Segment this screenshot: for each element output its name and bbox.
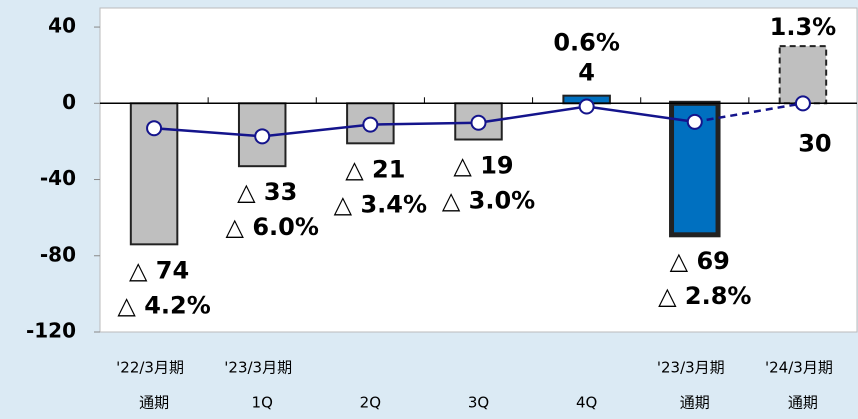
y-tick-label: 0: [62, 90, 76, 114]
line-value-label: △ 4.2%: [117, 291, 210, 319]
x-tick-label: 4Q: [576, 394, 597, 412]
line: [153, 105, 695, 138]
bar-value-label: △ 19: [453, 152, 513, 180]
line-value-label: 1.3%: [770, 13, 837, 41]
bar-value-label: 30: [798, 129, 831, 157]
line-value-label: 0.6%: [553, 29, 620, 57]
x-tick-label: 通期: [680, 394, 710, 412]
bar-value-label: △ 21: [345, 155, 405, 183]
bar: [778, 45, 828, 105]
x-tick-label: 2Q: [360, 394, 381, 412]
x-group-label: '22/3月期: [116, 359, 184, 377]
line-marker: [470, 114, 487, 131]
line-marker: [254, 128, 271, 145]
x-tick-label: 通期: [139, 394, 169, 412]
line-value-label: △ 6.0%: [226, 213, 319, 241]
y-tick-label: -40: [40, 166, 76, 190]
bar-value-label: 4: [578, 59, 595, 87]
line-marker: [146, 120, 163, 137]
x-group-label: '24/3月期: [765, 359, 833, 377]
y-tick-label: -120: [26, 319, 76, 343]
bar-value-label: △ 33: [237, 178, 297, 206]
y-tick-label: -80: [40, 242, 76, 266]
line-marker: [686, 113, 703, 130]
x-tick-label: 1Q: [252, 394, 273, 412]
line-marker: [794, 95, 811, 112]
line: [694, 102, 804, 124]
x-tick-label: 通期: [788, 394, 818, 412]
line-value-label: △ 3.4%: [334, 190, 427, 218]
line-value-label: △ 3.0%: [442, 187, 535, 215]
bar-value-label: △ 69: [670, 247, 730, 275]
x-tick-label: 3Q: [468, 394, 489, 412]
line-value-label: △ 2.8%: [658, 282, 751, 310]
line-marker: [362, 116, 379, 133]
x-group-label: '23/3月期: [224, 359, 292, 377]
y-tick-label: 40: [48, 14, 76, 38]
line-marker: [578, 98, 595, 115]
plot-area: [99, 7, 858, 333]
bar-value-label: △ 74: [129, 256, 189, 284]
x-group-label: '23/3月期: [657, 359, 725, 377]
